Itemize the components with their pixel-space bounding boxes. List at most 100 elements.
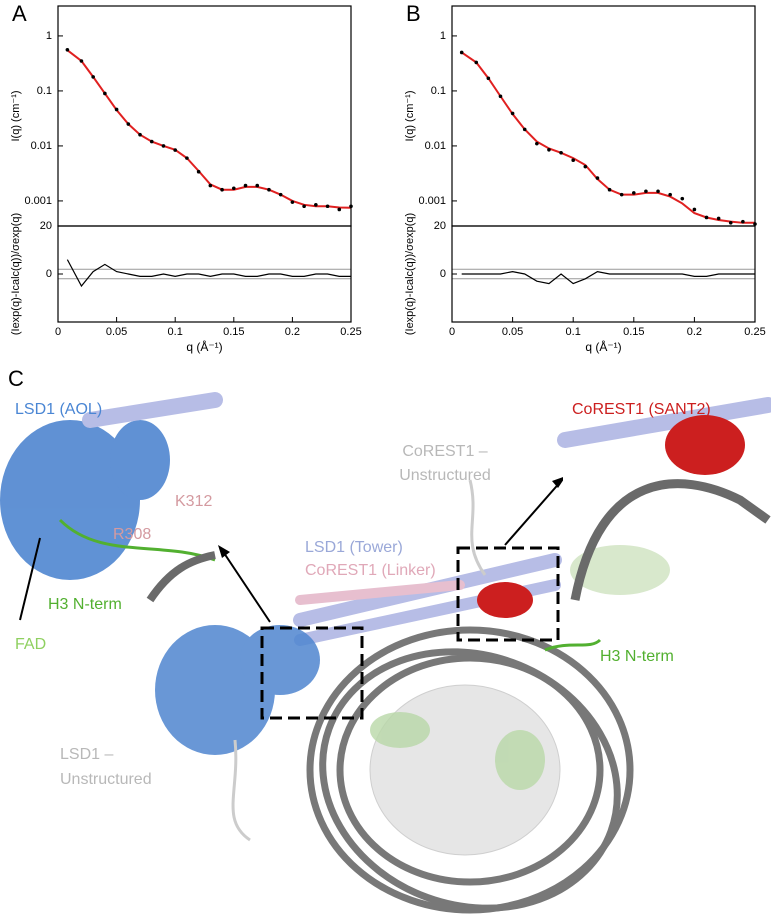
y-tick-label: 20 xyxy=(434,220,446,232)
data-point xyxy=(656,189,660,194)
shape xyxy=(82,392,223,428)
shape xyxy=(155,625,320,755)
plot-frame xyxy=(451,5,756,227)
data-point xyxy=(232,186,236,191)
panel-label: B xyxy=(406,1,421,26)
data-point xyxy=(486,76,491,81)
x-tick-label: 0.05 xyxy=(106,326,127,338)
data-point xyxy=(607,187,612,192)
data-point xyxy=(173,148,177,152)
data-point xyxy=(302,204,306,209)
data-point xyxy=(185,156,189,160)
shape xyxy=(336,654,604,886)
data-point xyxy=(91,75,95,79)
label-corest1-sant2: CoREST1 (SANT2) xyxy=(572,401,711,418)
data-point xyxy=(196,169,201,174)
shape xyxy=(370,712,430,748)
x-tick-label: 0.05 xyxy=(502,326,523,338)
y-tick-label: 0.01 xyxy=(31,140,52,152)
y-tick-label: 0.01 xyxy=(425,140,446,152)
data-point xyxy=(459,50,464,55)
shape xyxy=(0,420,140,580)
y-axis-label: (Iexp(q)-Icalc(q))/σexp(q) xyxy=(10,213,22,335)
chart: A I(q) (cm⁻¹) 1 0.1 0.01 0.001 xyxy=(10,1,353,227)
label-lsd1-unstructured: Unstructured xyxy=(60,771,152,788)
data-point xyxy=(571,158,575,163)
x-tick-label: 0.2 xyxy=(285,326,300,338)
x-tick-label: 0 xyxy=(55,326,61,338)
chart: B I(q) (cm⁻¹) 1 0.1 0.01 0.001 xyxy=(404,1,757,227)
shape xyxy=(0,420,170,580)
data-point xyxy=(510,111,515,116)
data-line xyxy=(461,270,755,285)
data-point xyxy=(65,47,70,52)
shape xyxy=(456,546,560,642)
label-h3-nterm: H3 N-term xyxy=(48,596,122,613)
data-point xyxy=(161,144,166,148)
data-point xyxy=(337,207,342,212)
structure-art xyxy=(0,392,771,914)
data-point xyxy=(704,215,709,220)
plot-frame xyxy=(451,225,756,323)
x-tick-label: 0 xyxy=(449,326,455,338)
y-axis-label: I(q) (cm⁻¹) xyxy=(404,90,416,141)
shape xyxy=(231,739,251,842)
label-corest1-linker: CoREST1 (Linker) xyxy=(305,562,436,579)
shape xyxy=(221,549,271,623)
shape xyxy=(58,518,216,562)
shape xyxy=(319,648,621,912)
x-tick-label: 0.1 xyxy=(168,326,183,338)
x-tick-label: 0.25 xyxy=(340,326,361,338)
data-point xyxy=(559,150,563,155)
x-axis-label: q (Å⁻¹) xyxy=(585,339,621,354)
data-point xyxy=(290,200,295,204)
data-line xyxy=(66,49,352,209)
label-lsd1-unstructured: LSD1 – xyxy=(60,746,113,763)
data-point xyxy=(267,187,271,192)
y-axis-label: (Iexp(q)-Icalc(q))/σexp(q) xyxy=(404,213,416,335)
shape xyxy=(260,626,364,720)
y-tick-label: 0.1 xyxy=(37,85,52,97)
label-corest1-unstructured: Unstructured xyxy=(399,467,491,484)
data-point xyxy=(728,221,733,225)
y-tick-label: 0 xyxy=(440,268,446,280)
shape xyxy=(557,397,771,448)
y-axis-label: I(q) (cm⁻¹) xyxy=(10,90,22,141)
shape xyxy=(504,479,563,546)
x-axis-label: q (Å⁻¹) xyxy=(186,339,222,354)
data-point xyxy=(535,141,539,146)
y-tick-label: 0.001 xyxy=(24,195,52,207)
data-point xyxy=(522,127,527,132)
data-point xyxy=(103,91,107,96)
label-k312: K312 xyxy=(175,493,212,510)
shape xyxy=(570,545,670,595)
shape xyxy=(146,551,216,603)
label-corest1-unstructured: CoREST1 – xyxy=(402,443,487,460)
shape xyxy=(110,420,170,500)
data-point xyxy=(680,196,685,201)
data-point xyxy=(741,219,745,224)
label-fad: FAD xyxy=(15,636,46,653)
data-point xyxy=(243,183,248,188)
data-point xyxy=(644,189,648,194)
data-point xyxy=(114,107,119,112)
x-tick-label: 0.15 xyxy=(623,326,644,338)
data-point xyxy=(716,216,721,221)
panel-label: A xyxy=(12,1,27,26)
data-point xyxy=(692,207,697,212)
data-point xyxy=(474,60,479,65)
data-line xyxy=(461,51,755,224)
data-point xyxy=(149,139,154,144)
data-point xyxy=(278,192,283,197)
shape xyxy=(665,415,745,475)
y-tick-label: 0.001 xyxy=(418,195,446,207)
chart: (Iexp(q)-Icalc(q))/σexp(q) 0 20 0 0.05 0.1 0.1… xyxy=(10,213,362,354)
shape xyxy=(468,479,487,576)
data-point xyxy=(255,183,260,188)
data-point xyxy=(220,187,224,192)
label-lsd1-aol: LSD1 (AOL) xyxy=(15,401,102,418)
shape xyxy=(570,545,670,595)
